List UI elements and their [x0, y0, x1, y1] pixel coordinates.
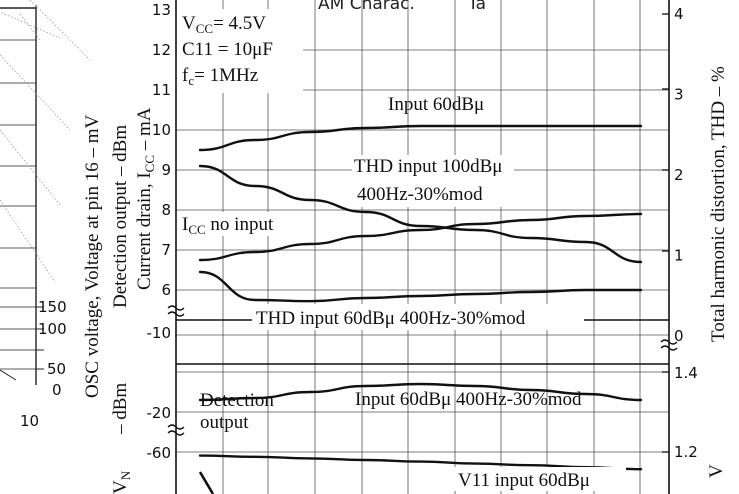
- condition-vcc: VCC= 4.5V: [182, 13, 266, 36]
- series-line: [200, 272, 641, 301]
- y-axis-label-vn: VN: [110, 470, 133, 494]
- y-tick: 10: [152, 121, 171, 139]
- y-ticks-right-upper: 4 3 2 1 0: [674, 5, 684, 345]
- annotation-thd60: THD input 60dBμ 400Hz-30%mod: [256, 308, 526, 329]
- y-tick: 12: [152, 41, 171, 59]
- left-scale-tick: 50: [47, 360, 66, 378]
- y-tick: 4: [674, 5, 684, 23]
- annotation-input60: Input 60dBμ: [388, 94, 484, 115]
- y-tick: 3: [674, 86, 684, 104]
- y-tick: 2: [674, 166, 684, 184]
- y-axis-label-thd: Total harmonic distortion, THD – %: [708, 66, 729, 342]
- annotation-thd100-line2: 400Hz-30%mod: [357, 184, 483, 205]
- series-line: [200, 472, 213, 494]
- y-axis-label-left-dbm: – dBm: [110, 383, 131, 435]
- y-tick: 8: [161, 201, 171, 219]
- y-axis-label-osc: OSC voltage, Voltage at pin 16 – mV: [82, 114, 103, 398]
- chart-title-suffix: Ta: [467, 0, 486, 14]
- y-tick: 0: [674, 327, 684, 345]
- annotation-v11: V11 input 60dBμ: [458, 470, 590, 491]
- condition-fc: fc= 1MHz: [182, 65, 258, 88]
- y-axis-label-detection: Detection output – dBm: [110, 125, 131, 308]
- y-axis-label-v: V: [706, 464, 727, 478]
- y-tick: 1.2: [674, 443, 698, 461]
- annotation-detection-input: Input 60dBμ 400Hz-30%mod: [355, 389, 582, 410]
- annotation-detection-line2: output: [200, 412, 249, 433]
- y-tick: 1.4: [674, 364, 698, 382]
- y-tick: -60: [147, 444, 172, 462]
- y-tick: 9: [161, 161, 171, 179]
- condition-c11: C11 = 10μF: [182, 39, 273, 60]
- y-tick: 7: [161, 241, 171, 259]
- y-tick: 13: [152, 1, 171, 19]
- left-scale-tick: 150: [38, 298, 67, 316]
- right-axis-ticks: [662, 14, 669, 452]
- y-tick: -10: [147, 324, 172, 342]
- y-tick: 6: [161, 281, 171, 299]
- chart-title-fragment: AM Charac.: [318, 0, 415, 14]
- left-scale-tick: 0: [52, 381, 62, 399]
- annotation-thd100-line1: THD input 100dBμ: [354, 156, 502, 177]
- y-tick: 1: [674, 247, 684, 265]
- left-scale-tick: 100: [38, 320, 67, 338]
- annotation-detection-line1: Detection: [200, 390, 274, 411]
- left-dotted-lines: [0, 0, 90, 282]
- left-scale-tick: 10: [20, 412, 39, 430]
- y-tick: -20: [147, 404, 172, 422]
- y-tick: 11: [152, 81, 171, 99]
